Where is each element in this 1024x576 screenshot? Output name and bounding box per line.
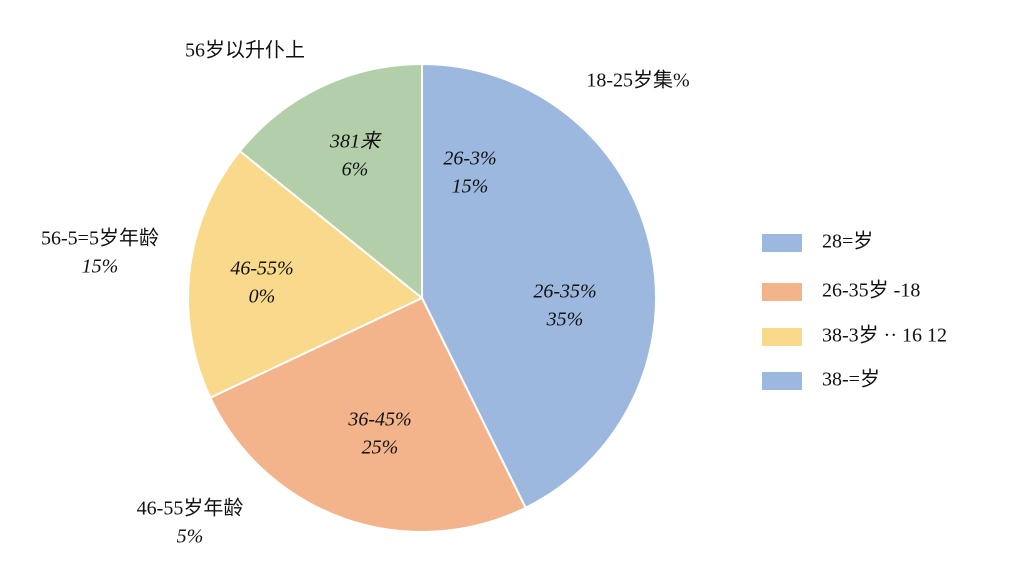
annotation: 35% (546, 309, 584, 331)
annotation: 56岁以升仆上 (185, 39, 305, 62)
annotation: 46-55岁年龄 (137, 497, 244, 520)
legend-swatch (762, 234, 802, 252)
annotation: 56-5=5岁年龄 (41, 227, 159, 250)
annotation: 26-3% (443, 148, 496, 170)
legend-label: 26-35岁 -18 (822, 279, 920, 302)
legend-label: 38-3岁 ·· 16 12 (822, 324, 947, 347)
annotation: 0% (249, 286, 276, 308)
legend-label: 38-=岁 (822, 368, 880, 391)
legend-swatch (762, 328, 802, 346)
annotation: 381来 (329, 131, 382, 153)
pie-slice (208, 296, 527, 533)
legend-swatch (762, 283, 802, 301)
annotation: 36-45% (347, 409, 411, 431)
legend-swatch (762, 372, 802, 390)
pie-slice (187, 149, 424, 399)
annotation: 5% (177, 526, 204, 548)
annotation: 15% (82, 256, 119, 278)
pie-slice (238, 62, 423, 301)
annotation: 25% (362, 437, 399, 459)
annotation: 46-55% (230, 258, 293, 280)
annotation: 26-35% (533, 281, 596, 303)
pie-slice (421, 62, 657, 510)
legend-label: 28=岁 (822, 230, 873, 253)
annotation: 15% (452, 176, 489, 198)
annotation: 6% (342, 159, 369, 181)
annotation: 18-25岁集% (586, 69, 689, 92)
